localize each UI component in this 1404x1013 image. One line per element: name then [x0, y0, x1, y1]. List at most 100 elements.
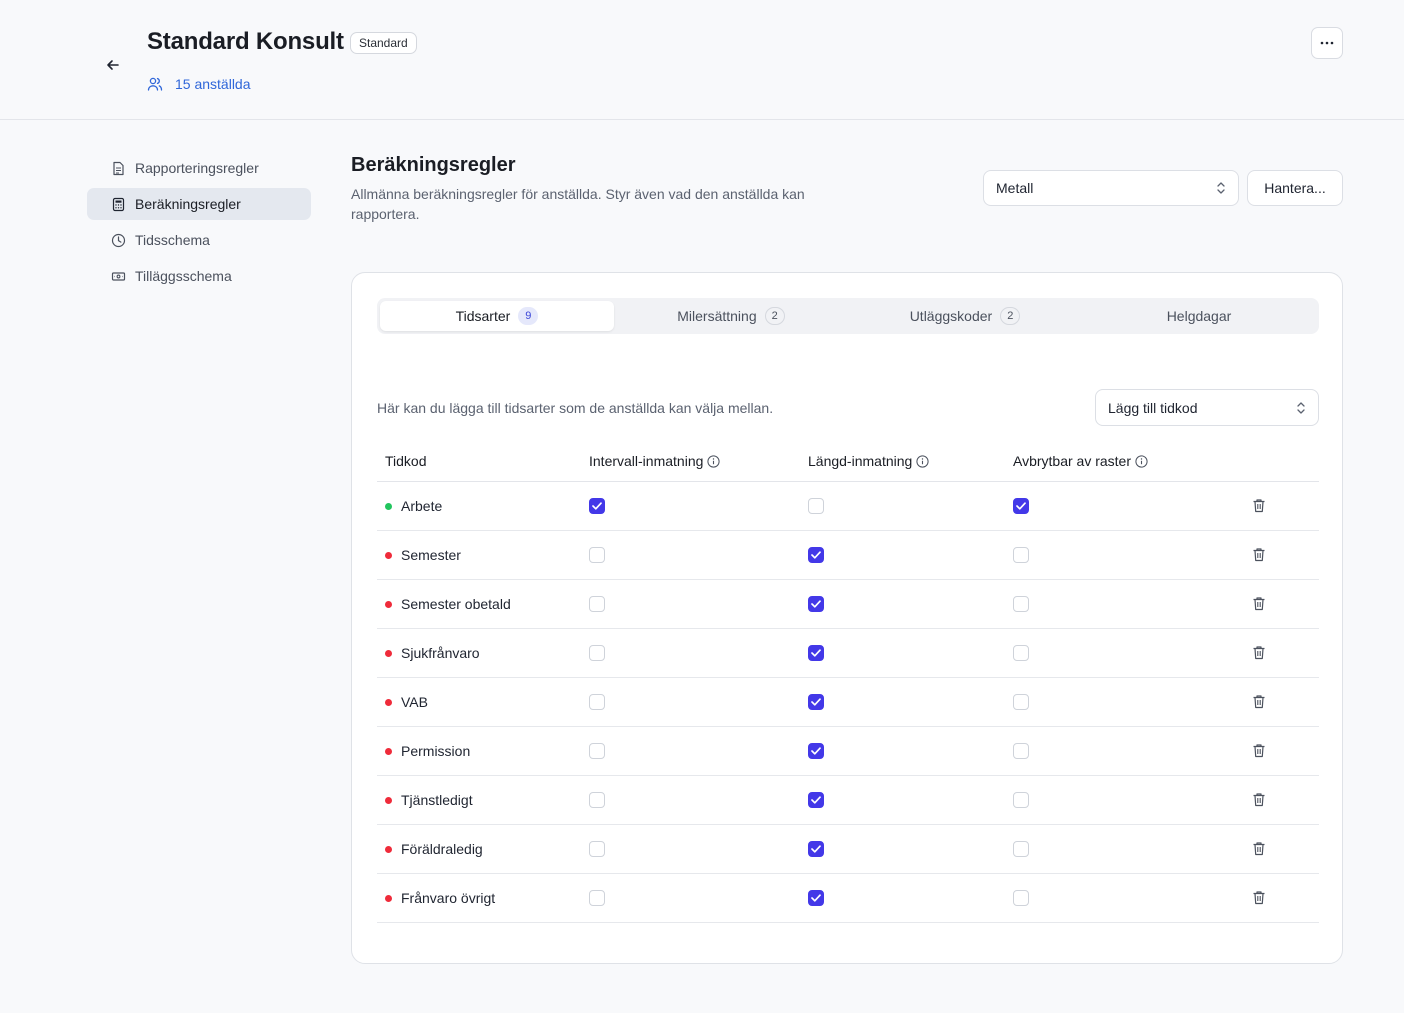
table-row: VAB: [377, 678, 1319, 727]
breakable-checkbox[interactable]: [1013, 645, 1029, 661]
chevron-up-down-icon: [1297, 401, 1305, 414]
time-code-cell: Sjukfrånvaro: [377, 645, 580, 661]
tab-helgdagar[interactable]: Helgdagar: [1082, 301, 1316, 331]
tab-utlaggskoder[interactable]: Utläggskoder 2: [848, 301, 1082, 331]
actions-cell: [1244, 890, 1319, 906]
length-checkbox[interactable]: [808, 645, 824, 661]
breakable-checkbox[interactable]: [1013, 841, 1029, 857]
add-time-code-label: Lägg till tidkod: [1108, 399, 1198, 416]
interval-checkbox[interactable]: [589, 596, 605, 612]
trash-icon[interactable]: [1252, 792, 1268, 808]
section-description: Allmänna beräkningsregler för anställda.…: [351, 186, 805, 222]
sidebar-item-label: Rapporteringsregler: [135, 160, 259, 176]
breakable-cell: [1004, 743, 1244, 759]
time-code-cell: Frånvaro övrigt: [377, 890, 580, 906]
status-dot: [385, 502, 392, 510]
actions-cell: [1244, 596, 1319, 612]
time-code-name: Semester: [401, 547, 461, 563]
breakable-checkbox[interactable]: [1013, 792, 1029, 808]
tab-tidsarter[interactable]: Tidsarter 9: [380, 301, 614, 331]
length-cell: [799, 890, 1004, 906]
tab-milersattning[interactable]: Milersättning 2: [614, 301, 848, 331]
tab-label: Milersättning: [677, 308, 757, 324]
breakable-cell: [1004, 498, 1244, 514]
breakable-cell: [1004, 694, 1244, 710]
length-checkbox[interactable]: [808, 743, 824, 759]
interval-checkbox[interactable]: [589, 890, 605, 906]
trash-icon[interactable]: [1252, 645, 1268, 661]
breakable-checkbox[interactable]: [1013, 547, 1029, 563]
banknote-icon: [111, 271, 126, 281]
length-cell: [799, 498, 1004, 514]
time-code-name: Permission: [401, 743, 471, 759]
interval-checkbox[interactable]: [589, 792, 605, 808]
back-button[interactable]: [103, 55, 123, 75]
trash-icon[interactable]: [1252, 498, 1268, 514]
status-dot: [385, 894, 392, 902]
rule-set-value: Metall: [996, 180, 1034, 196]
info-icon[interactable]: [707, 454, 720, 468]
breakable-cell: [1004, 792, 1244, 808]
status-dot: [385, 845, 392, 853]
page-header: Standard Konsult Standard 15 anställda: [0, 0, 1404, 120]
breakable-checkbox[interactable]: [1013, 890, 1029, 906]
table-row: Permission: [377, 727, 1319, 776]
breakable-checkbox[interactable]: [1013, 694, 1029, 710]
sidebar-item-label: Beräkningsregler: [135, 196, 241, 212]
length-cell: [799, 694, 1004, 710]
column-header-interval: Intervall-inmatning: [580, 453, 799, 469]
trash-icon[interactable]: [1252, 890, 1268, 906]
breakable-cell: [1004, 547, 1244, 563]
status-dot: [385, 649, 392, 657]
length-cell: [799, 547, 1004, 563]
length-cell: [799, 596, 1004, 612]
sidebar-item-rapporteringsregler[interactable]: Rapporteringsregler: [87, 152, 311, 184]
length-checkbox[interactable]: [808, 498, 824, 514]
interval-checkbox[interactable]: [589, 498, 605, 514]
sidebar-item-tillaggsschema[interactable]: Tilläggsschema: [87, 260, 311, 292]
breakable-cell: [1004, 596, 1244, 612]
add-time-code-select[interactable]: Lägg till tidkod: [1095, 389, 1319, 426]
rules-card: Tidsarter 9 Milersättning 2 Utläggskoder…: [351, 272, 1343, 964]
interval-cell: [580, 743, 799, 759]
chevron-up-down-icon: [1217, 182, 1225, 194]
interval-checkbox[interactable]: [589, 547, 605, 563]
trash-icon[interactable]: [1252, 694, 1268, 710]
actions-cell: [1244, 694, 1319, 710]
actions-cell: [1244, 792, 1319, 808]
sidebar-item-label: Tidsschema: [135, 232, 210, 248]
interval-checkbox[interactable]: [589, 694, 605, 710]
interval-cell: [580, 547, 799, 563]
interval-checkbox[interactable]: [589, 743, 605, 759]
length-checkbox[interactable]: [808, 694, 824, 710]
interval-cell: [580, 694, 799, 710]
calculator-icon: [112, 197, 125, 211]
trash-icon[interactable]: [1252, 596, 1268, 612]
trash-icon[interactable]: [1252, 743, 1268, 759]
length-checkbox[interactable]: [808, 596, 824, 612]
manage-button[interactable]: Hantera...: [1247, 170, 1343, 206]
sidebar-item-berakningsregler[interactable]: Beräkningsregler: [87, 188, 311, 220]
sidebar-item-tidsschema[interactable]: Tidsschema: [87, 224, 311, 256]
length-checkbox[interactable]: [808, 792, 824, 808]
interval-checkbox[interactable]: [589, 841, 605, 857]
trash-icon[interactable]: [1252, 547, 1268, 563]
length-checkbox[interactable]: [808, 547, 824, 563]
more-options-button[interactable]: [1311, 27, 1343, 59]
breakable-checkbox[interactable]: [1013, 498, 1029, 514]
time-code-cell: Semester: [377, 547, 580, 563]
length-checkbox[interactable]: [808, 841, 824, 857]
interval-checkbox[interactable]: [589, 645, 605, 661]
info-icon[interactable]: [916, 454, 929, 468]
time-code-name: Tjänstledigt: [401, 792, 473, 808]
length-checkbox[interactable]: [808, 890, 824, 906]
breakable-checkbox[interactable]: [1013, 743, 1029, 759]
time-code-name: Föräldraledig: [401, 841, 483, 857]
breakable-checkbox[interactable]: [1013, 596, 1029, 612]
interval-cell: [580, 498, 799, 514]
trash-icon[interactable]: [1252, 841, 1268, 857]
column-label: Avbrytbar av raster: [1013, 453, 1132, 469]
info-icon[interactable]: [1135, 454, 1148, 468]
employees-link[interactable]: 15 anställda: [147, 76, 251, 92]
rule-set-select[interactable]: Metall: [983, 170, 1239, 206]
